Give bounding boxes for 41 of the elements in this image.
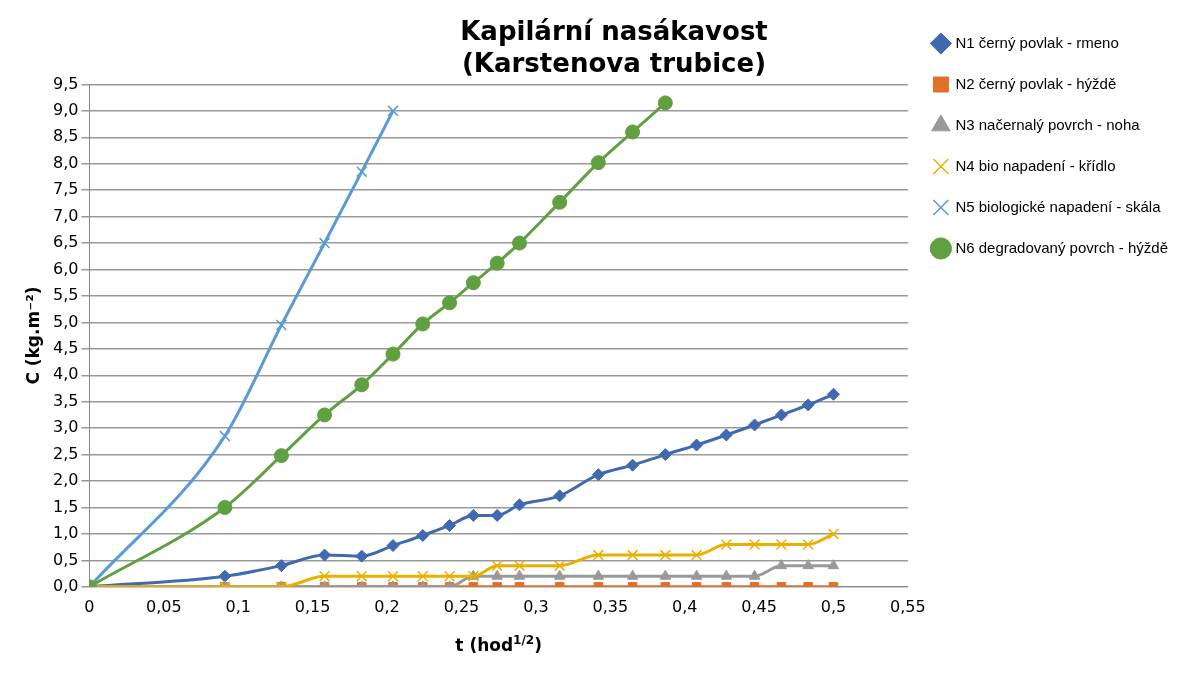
- y-tick-label: 3,0: [52, 417, 79, 437]
- text: Kapilární nasákavost: [460, 16, 768, 47]
- y-tick-label: 9,0: [52, 100, 79, 119]
- x-tick-label: 0: [84, 596, 95, 616]
- y-tick-label: 0,5: [52, 549, 79, 569]
- y-tick-label: 5,5: [52, 285, 79, 305]
- text: (Karstenova trubice): [461, 47, 767, 78]
- y-tick-label: 4,5: [52, 337, 79, 357]
- legend-label: N6 degradovaný povrch - hýždě: [955, 238, 1168, 256]
- y-tick-label: 5,0: [52, 311, 79, 331]
- y-tick-label: 1,5: [52, 496, 79, 516]
- x-tick-label: 0,55: [890, 596, 926, 616]
- legend-label: N3 načernalý povrch - noha: [955, 115, 1141, 133]
- x-tick-label: 0,2: [374, 596, 400, 616]
- legend-label: N4 bio napadení - křídlo: [955, 156, 1116, 174]
- y-tick-label: 7,5: [52, 179, 79, 199]
- legend-label: N2 černý povlak - hýždě: [955, 74, 1117, 92]
- x-tick-label: 0,25: [443, 596, 480, 616]
- y-tick-label: 8,5: [52, 126, 79, 146]
- y-tick-label: 6,0: [52, 258, 79, 278]
- y-tick-label: 1,0: [52, 523, 79, 543]
- y-tick-label: 6,5: [52, 232, 79, 252]
- y-tick-label: 2,0: [52, 470, 79, 490]
- x-tick-label: 0,3: [523, 596, 549, 616]
- y-tick-label: 3,5: [52, 390, 79, 410]
- y-axis-title: C (kg.m⁻²): [22, 286, 43, 385]
- y-tick-label: 2,5: [52, 443, 79, 463]
- x-tick-label: 0,45: [741, 596, 777, 616]
- x-tick-label: 0,05: [146, 596, 182, 616]
- x-tick-label: 0,5: [820, 596, 847, 616]
- y-tick-label: 0,0: [52, 575, 79, 595]
- legend-label: N1 černý povlak - rmeno: [955, 33, 1119, 51]
- y-tick-label: 7,0: [52, 205, 79, 225]
- y-tick-label: 4,0: [52, 364, 79, 384]
- x-tick-label: 0,4: [671, 596, 698, 616]
- y-tick-label: 8,0: [52, 152, 79, 172]
- x-tick-label: 0,35: [592, 596, 629, 616]
- x-tick-label: 0,15: [294, 596, 331, 616]
- y-tick-label: 9,5: [52, 73, 79, 93]
- legend-label: N5 biologické napadení - skála: [955, 197, 1162, 215]
- x-tick-label: 0,1: [225, 596, 251, 616]
